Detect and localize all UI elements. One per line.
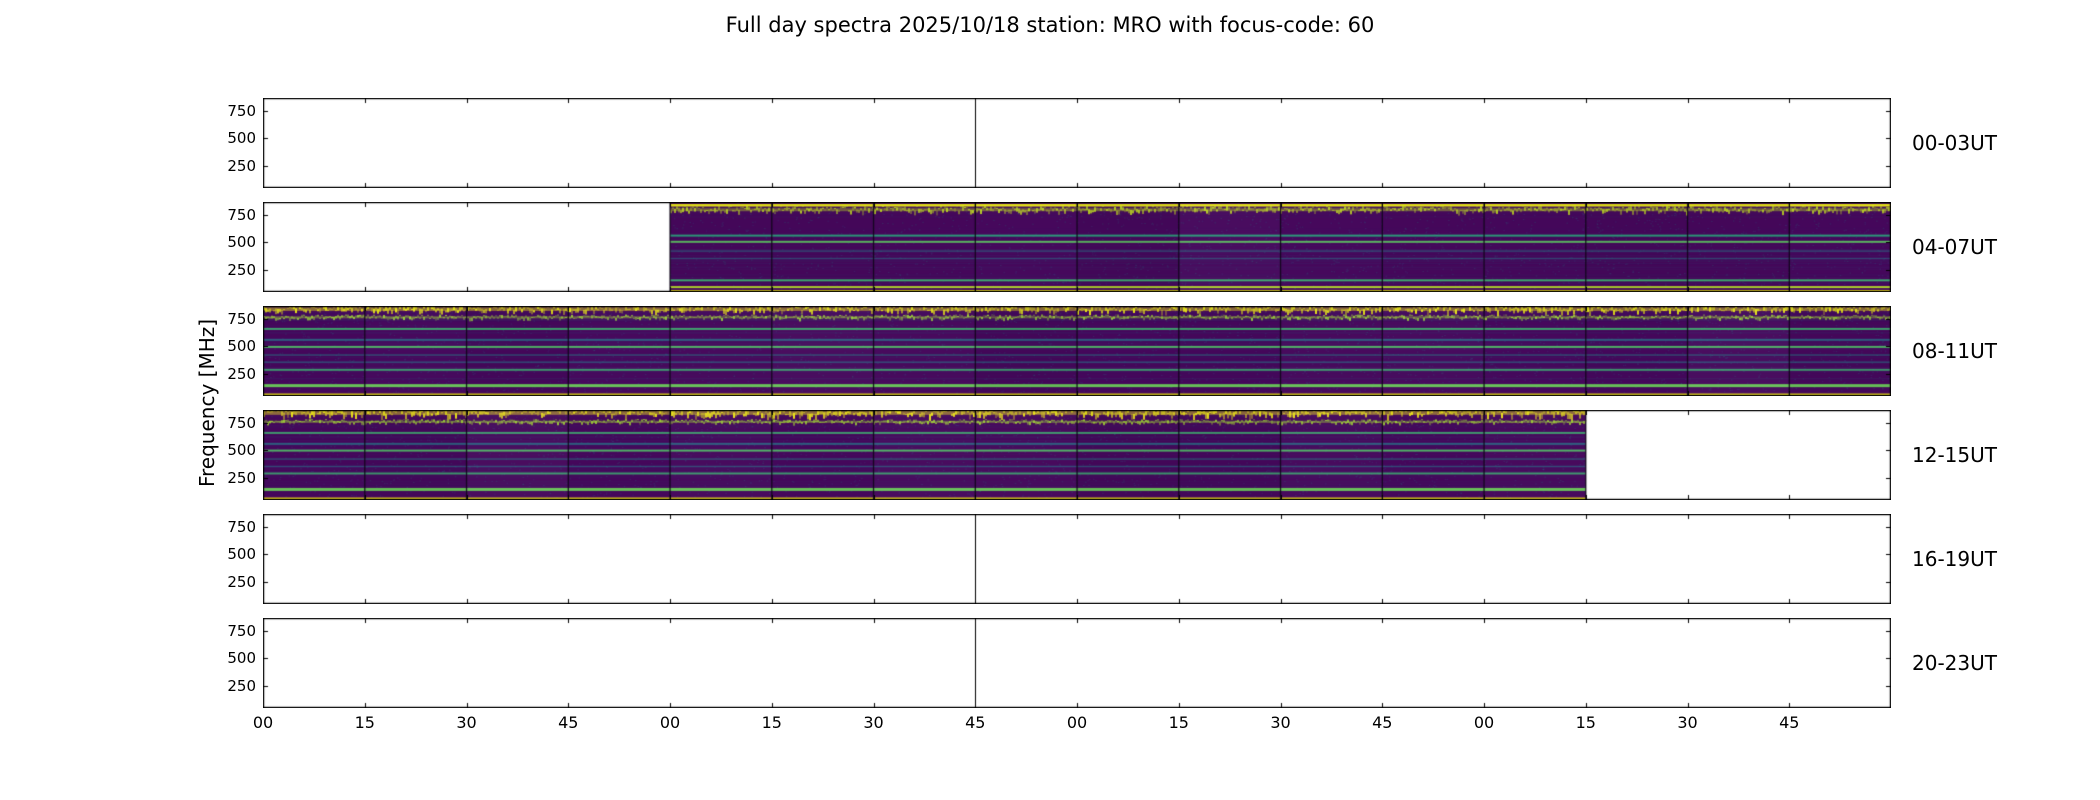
x-tick-label: 15 bbox=[1168, 713, 1189, 732]
row-label-16-19ut: 16-19UT bbox=[1912, 547, 1997, 571]
row-label-08-11ut: 08-11UT bbox=[1912, 339, 1997, 363]
x-tick-label: 30 bbox=[1677, 713, 1698, 732]
spectrogram-panel-08-11ut bbox=[263, 306, 1891, 396]
y-tick-label: 250 bbox=[227, 572, 256, 591]
y-tick-label: 250 bbox=[227, 676, 256, 695]
y-tick-label: 250 bbox=[227, 364, 256, 383]
x-tick-label: 15 bbox=[1575, 713, 1596, 732]
spectrogram-panel-04-07ut bbox=[263, 202, 1891, 292]
x-tick-label: 45 bbox=[1372, 713, 1393, 732]
x-tick-label: 45 bbox=[1779, 713, 1800, 732]
y-tick-label: 250 bbox=[227, 260, 256, 279]
y-tick-label: 750 bbox=[227, 206, 256, 225]
x-tick-label: 30 bbox=[1270, 713, 1291, 732]
y-tick-label: 750 bbox=[227, 414, 256, 433]
spectrogram-panel-20-23ut bbox=[263, 618, 1891, 708]
x-tick-label: 30 bbox=[456, 713, 477, 732]
row-label-00-03ut: 00-03UT bbox=[1912, 131, 1997, 155]
x-tick-label: 30 bbox=[863, 713, 884, 732]
chart-title: Full day spectra 2025/10/18 station: MRO… bbox=[725, 13, 1375, 37]
spectrogram-panel-12-15ut bbox=[263, 410, 1891, 500]
x-tick-label: 15 bbox=[761, 713, 782, 732]
y-tick-label: 500 bbox=[227, 337, 256, 356]
y-tick-label: 750 bbox=[227, 622, 256, 641]
y-tick-label: 250 bbox=[227, 468, 256, 487]
x-tick-label: 15 bbox=[354, 713, 375, 732]
x-tick-label: 00 bbox=[1473, 713, 1495, 732]
y-tick-label: 500 bbox=[227, 233, 256, 252]
y-tick-label: 750 bbox=[227, 102, 256, 121]
y-tick-label: 250 bbox=[227, 156, 256, 175]
x-tick-label: 00 bbox=[659, 713, 681, 732]
spectrogram-panel-16-19ut bbox=[263, 514, 1891, 604]
y-tick-label: 500 bbox=[227, 441, 256, 460]
y-tick-label: 500 bbox=[227, 649, 256, 668]
row-label-20-23ut: 20-23UT bbox=[1912, 651, 1997, 675]
x-tick-label: 45 bbox=[965, 713, 986, 732]
x-tick-label: 00 bbox=[1066, 713, 1088, 732]
y-tick-label: 500 bbox=[227, 129, 256, 148]
x-tick-label: 00 bbox=[252, 713, 274, 732]
y-axis-label: Frequency [MHz] bbox=[195, 318, 219, 488]
spectrogram-panel-00-03ut bbox=[263, 98, 1891, 188]
y-tick-label: 750 bbox=[227, 310, 256, 329]
x-tick-label: 45 bbox=[558, 713, 579, 732]
row-label-04-07ut: 04-07UT bbox=[1912, 235, 1997, 259]
y-tick-label: 750 bbox=[227, 518, 256, 537]
row-label-12-15ut: 12-15UT bbox=[1912, 443, 1997, 467]
y-tick-label: 500 bbox=[227, 545, 256, 564]
